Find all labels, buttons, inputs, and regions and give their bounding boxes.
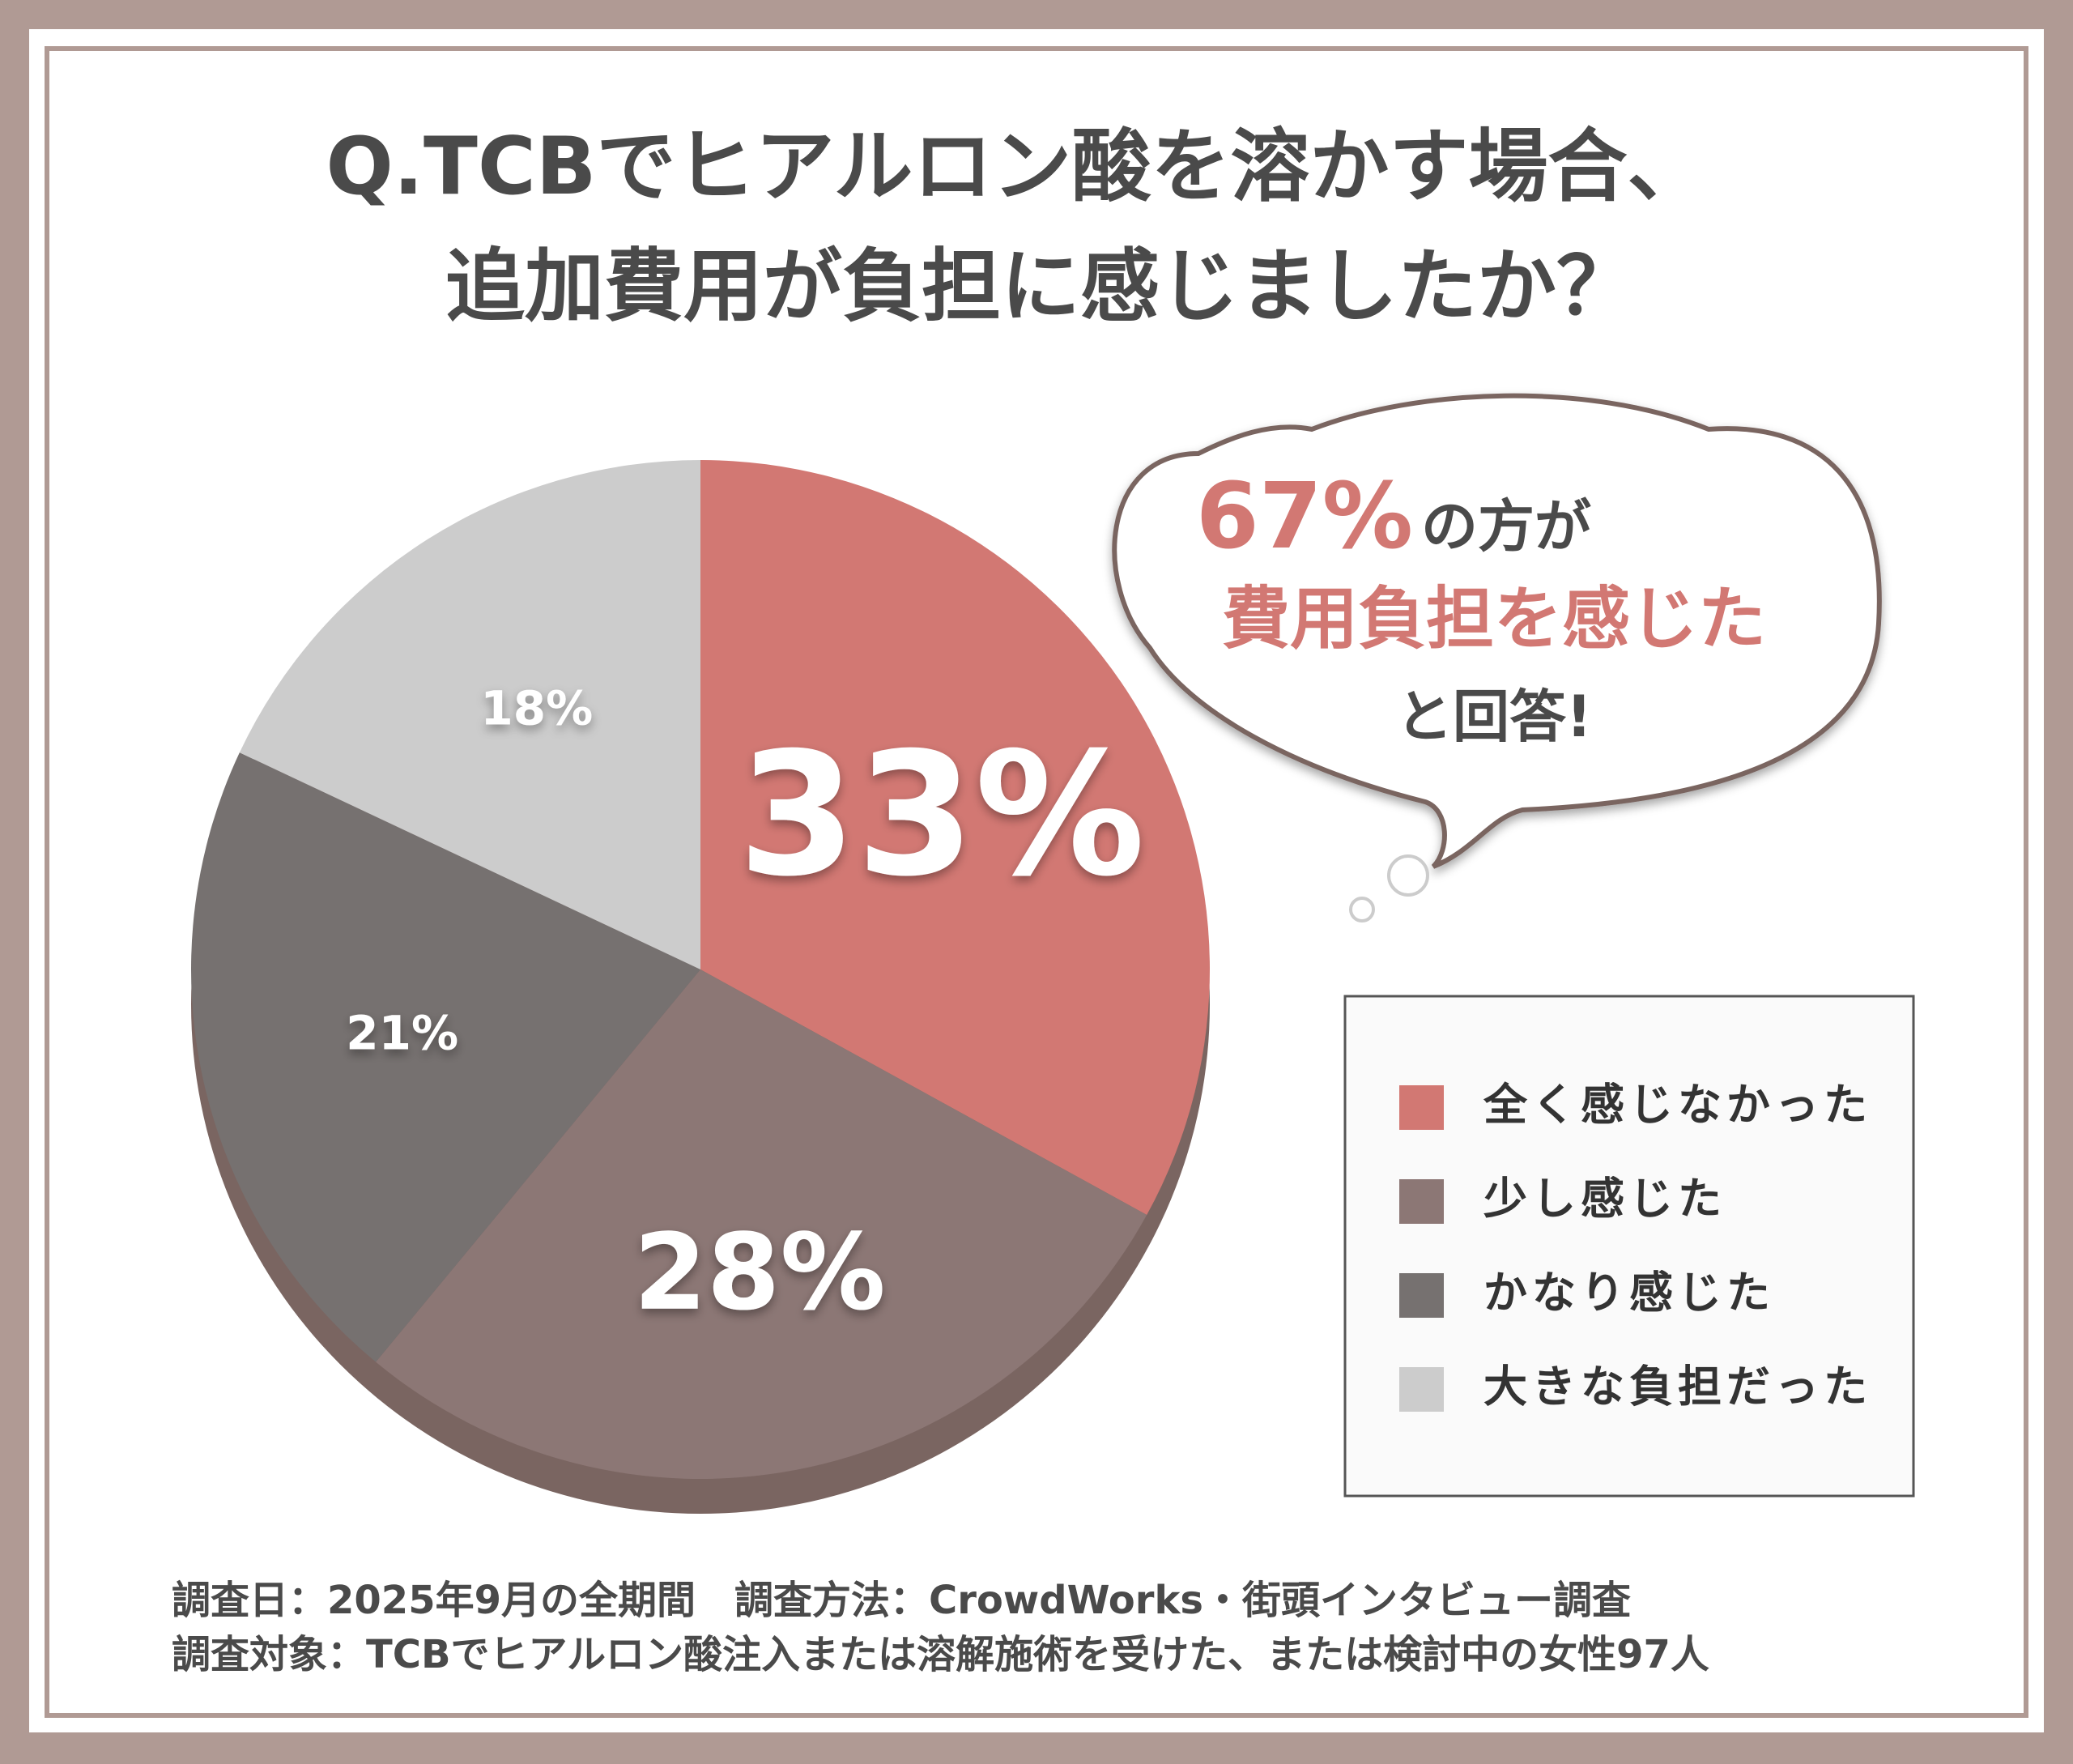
title-line: Q.TCBでヒアルロン酸を溶かす場合、	[326, 121, 1706, 213]
legend-label: かなり感じた	[1483, 1268, 1775, 1319]
footer-line: 調査対象：TCBでヒアルロン酸注入または溶解施術を受けた、または検討中の女性97…	[172, 1632, 1709, 1677]
speech-bubble	[1112, 393, 1882, 869]
callout-highlight: 67%	[1196, 464, 1413, 569]
pie-slice	[190, 752, 700, 1362]
legend	[1343, 995, 1915, 1498]
legend-swatch	[1399, 1085, 1444, 1130]
value-label: 18%	[480, 680, 593, 735]
legend-swatch	[1399, 1273, 1444, 1318]
legend-label: 全く感じなかった	[1483, 1080, 1872, 1131]
callout-text: と回答!	[1396, 684, 1592, 750]
pie-slice	[239, 460, 700, 969]
pie-slice	[376, 969, 1147, 1480]
value-label: 28%	[633, 1211, 885, 1334]
pie-slice	[700, 460, 1210, 1216]
legend-label: 大きな負担だった	[1483, 1361, 1872, 1412]
callout-text: 費用負担を感じた	[1222, 579, 1766, 658]
value-label: 33%	[738, 716, 1145, 914]
thought-dot	[1387, 854, 1429, 897]
legend-label: 少し感じた	[1483, 1174, 1726, 1225]
legend-swatch	[1399, 1179, 1444, 1224]
callout-text: の方が	[1421, 493, 1591, 560]
pie	[190, 460, 1210, 1480]
value-labels: 33% 28% 21% 18%	[346, 680, 1145, 1333]
footer-line: 調査日：2025年9月の全期間 調査方法：CrowdWorks・街頭インタビュー…	[172, 1578, 1631, 1623]
legend-swatch	[1399, 1367, 1444, 1412]
frame	[45, 46, 2028, 1718]
thought-dot	[1349, 897, 1375, 922]
title-line: 追加費用が負担に感じましたか？	[445, 241, 1636, 333]
value-label: 21%	[346, 1005, 458, 1060]
